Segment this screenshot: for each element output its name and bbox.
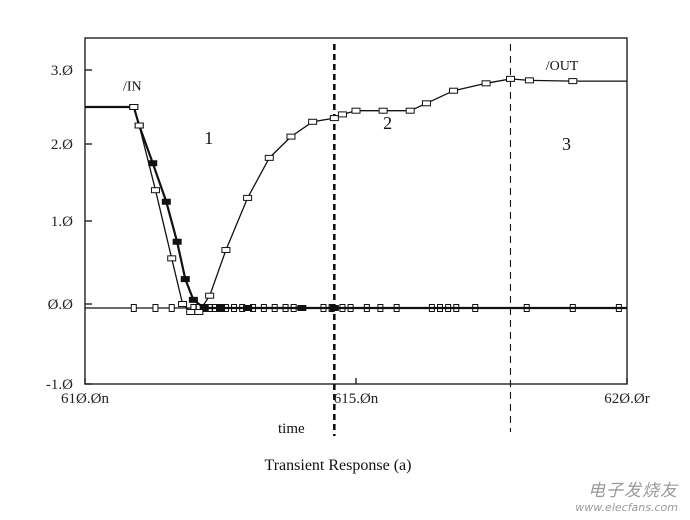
watermark-url: www.elecfans.com	[575, 501, 678, 514]
series-in-point	[148, 160, 158, 167]
series-out-line	[85, 78, 627, 313]
series-out-point	[221, 247, 231, 254]
series-out-point	[505, 75, 515, 82]
series-out-point	[178, 301, 188, 307]
signal-label: /IN	[123, 80, 142, 95]
series-out-point	[264, 154, 274, 161]
series-in-point	[188, 296, 198, 303]
signal-label: /OUT	[546, 59, 579, 74]
y-tick-label: -1.Ø	[46, 377, 73, 393]
series-out-point	[405, 107, 415, 114]
series-out-point	[205, 292, 215, 299]
baseline-marker	[152, 304, 159, 312]
y-tick-label: 2.Ø	[51, 137, 73, 153]
region-label: 1	[204, 128, 213, 148]
series-out-point	[524, 77, 534, 84]
watermark-text: 电子发烧友	[588, 481, 678, 501]
series-in-point	[180, 276, 190, 283]
series-out-point	[329, 115, 339, 122]
series-out-point	[421, 100, 431, 107]
x-tick-label: 62Ø.Ør	[604, 391, 649, 407]
series-in-line	[85, 105, 627, 310]
series-in-point	[172, 238, 182, 245]
series-in-point	[216, 305, 225, 311]
series-out-point	[186, 309, 196, 315]
series-out-point	[286, 133, 296, 140]
series-out-point	[378, 107, 388, 114]
plot-frame	[84, 37, 628, 385]
baseline-marker	[130, 304, 137, 312]
region-label: 3	[562, 134, 571, 154]
series-out-point	[134, 122, 144, 129]
series-in-point	[161, 198, 171, 205]
series-out-point	[568, 78, 578, 85]
series-out-point	[129, 104, 139, 110]
watermark: 电子发烧友 www.elecfans.com	[575, 476, 678, 514]
series-out-point	[337, 111, 347, 118]
series-out-point	[308, 118, 318, 125]
y-tick-label: 1.Ø	[51, 214, 73, 230]
series-out-point	[449, 87, 459, 94]
y-tick-label: Ø.Ø	[48, 297, 74, 313]
region-label: 2	[383, 113, 392, 133]
series-in-point	[329, 305, 339, 311]
y-tick-label: 3.Ø	[51, 63, 73, 79]
x-tick-label: 615.Øn	[334, 391, 379, 407]
series-out-point	[351, 107, 361, 114]
series-in-point	[243, 305, 253, 311]
baseline-marker	[168, 304, 175, 312]
series-out-point	[243, 194, 253, 201]
series-in-point	[199, 305, 209, 311]
series-out-point	[150, 187, 160, 194]
series-out-point	[167, 255, 177, 262]
x-tick-label: 61Ø.Øn	[61, 391, 109, 407]
series-in-point	[297, 305, 307, 311]
chart-title: Transient Response (a)	[265, 457, 412, 474]
series-out-point	[194, 309, 204, 315]
x-axis-label: time	[278, 421, 305, 437]
series-out-point	[481, 80, 491, 87]
